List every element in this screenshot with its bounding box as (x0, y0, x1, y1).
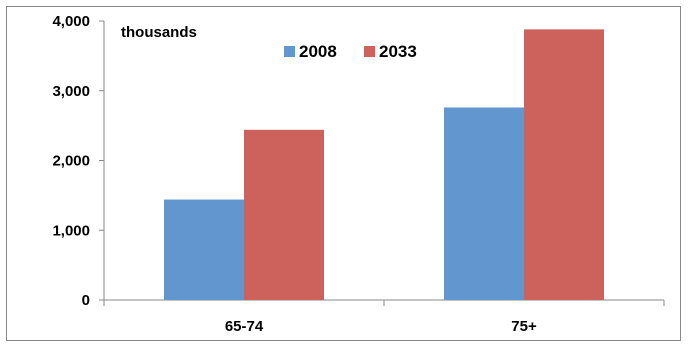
bar-2033-75+ (524, 29, 604, 301)
legend-swatch (284, 46, 295, 57)
bar-2008-65-74 (164, 199, 244, 300)
legend: 2008 2033 (284, 42, 417, 61)
legend-label: 2033 (379, 42, 417, 61)
y-tick-label: 0 (82, 292, 90, 309)
bar-2033-65-74 (244, 129, 324, 300)
y-tick-label: 1,000 (52, 222, 90, 239)
y-tick-label: 4,000 (52, 13, 90, 30)
unit-label: thousands (121, 24, 197, 41)
bar-2008-75+ (444, 107, 524, 301)
bars (164, 29, 604, 301)
legend-label: 2008 (299, 42, 337, 61)
labels: 0 1,000 2,000 3,000 4,000 65-74 75+ (52, 13, 537, 335)
x-tick-label: 75+ (511, 318, 537, 335)
y-tick-label: 3,000 (52, 83, 90, 100)
y-tick-label: 2,000 (52, 153, 90, 170)
legend-swatch (364, 46, 375, 57)
x-tick-label: 65-74 (225, 318, 264, 335)
